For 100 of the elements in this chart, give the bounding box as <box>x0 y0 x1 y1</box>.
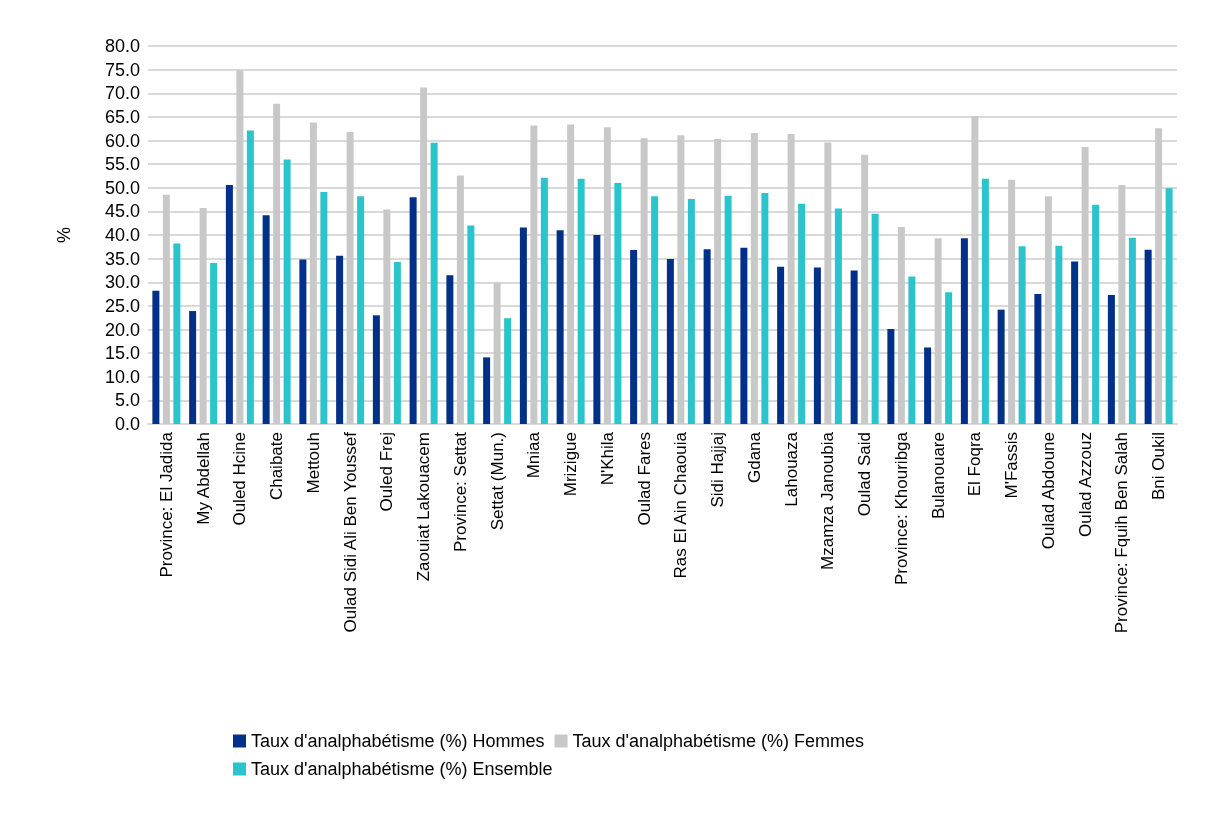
y-axis-title: % <box>54 226 74 244</box>
bar <box>283 159 291 424</box>
bar <box>273 103 281 424</box>
bar <box>640 138 648 424</box>
x-tick-label: Oulad Said <box>855 432 875 517</box>
y-tick-label: 40.0 <box>104 225 140 245</box>
bar <box>246 130 254 424</box>
bar <box>336 255 344 424</box>
bar <box>420 87 428 424</box>
bar <box>1144 249 1152 424</box>
bar <box>556 230 564 424</box>
bar <box>887 329 895 424</box>
bar <box>1071 261 1079 424</box>
bar <box>1044 196 1052 424</box>
bar <box>309 122 317 424</box>
bar <box>225 184 233 424</box>
bar <box>199 208 207 424</box>
bar <box>430 142 438 424</box>
bar <box>850 270 858 424</box>
x-tick-label: Lahouaza <box>781 431 801 507</box>
bar <box>1155 128 1163 424</box>
bar <box>409 197 417 424</box>
x-tick-label: Mzamza Janoubia <box>818 431 838 570</box>
x-tick-label: Zaouiat Lakouacem <box>414 432 434 582</box>
bar <box>320 192 328 424</box>
bar <box>383 209 391 424</box>
y-tick-label: 50.0 <box>104 177 140 198</box>
x-tick-label: Bulanouare <box>928 432 948 519</box>
y-tick-label: 75.0 <box>104 59 140 80</box>
bar <box>1008 179 1016 424</box>
x-tick-label: My Abdellah <box>193 432 213 525</box>
bar <box>897 226 905 424</box>
y-tick-label: 30.0 <box>104 272 140 293</box>
bar <box>798 203 806 424</box>
x-tick-label: Province: Khouribga <box>891 431 911 586</box>
x-tick-label: Bni Oukil <box>1149 432 1169 501</box>
bar <box>152 290 160 424</box>
x-tick-label: Mrizigue <box>561 432 581 497</box>
bar <box>189 311 197 424</box>
bar <box>997 309 1005 424</box>
bar <box>446 275 454 424</box>
x-tick-label: Province: Settat <box>450 431 470 553</box>
bar <box>483 357 491 424</box>
bar <box>1034 294 1042 424</box>
y-tick-label: 70.0 <box>104 83 140 104</box>
x-tick-label: Oulad Abdoune <box>1038 432 1058 550</box>
x-tick-label: Settat (Mun.) <box>487 432 507 531</box>
legend-label: Taux d'analphabétisme (%) Ensemble <box>251 759 553 779</box>
bar <box>210 262 218 424</box>
bar <box>162 194 170 424</box>
bar <box>971 115 979 424</box>
bar <box>372 315 380 424</box>
x-tick-label: N'Khila <box>597 431 617 486</box>
bar <box>504 318 512 424</box>
bar <box>861 154 869 424</box>
bar <box>871 213 879 424</box>
bar <box>740 247 748 424</box>
legend-label: Taux d'analphabétisme (%) Hommes <box>251 731 545 751</box>
bar <box>703 249 711 424</box>
x-tick-label: Oulad Sidi Ali Ben Youssef <box>340 431 360 633</box>
bar <box>677 135 685 424</box>
bar <box>603 127 611 424</box>
bar <box>787 133 795 424</box>
x-tick-label: Mettouh <box>303 432 323 494</box>
bar <box>540 177 548 424</box>
y-tick-label: 5.0 <box>114 390 140 411</box>
x-tick-label: Province: El Jadida <box>156 431 176 578</box>
bar <box>777 266 785 424</box>
bar <box>1018 246 1026 424</box>
bar <box>530 125 538 424</box>
bar <box>934 238 942 424</box>
bar <box>262 215 270 424</box>
y-tick-label: 20.0 <box>104 319 140 340</box>
bar <box>173 243 181 424</box>
x-tick-label: Gdana <box>744 431 764 484</box>
y-tick-label: 35.0 <box>104 248 140 269</box>
bar <box>1107 295 1115 424</box>
bar <box>834 208 842 424</box>
y-tick-label: 0.0 <box>114 414 140 434</box>
bar <box>393 261 401 424</box>
bar <box>299 259 307 424</box>
bar <box>357 196 365 424</box>
bar <box>493 282 501 424</box>
x-tick-label: M'Fassis <box>1002 432 1022 499</box>
y-tick-label: 80.0 <box>104 36 140 56</box>
y-tick-label: 10.0 <box>104 366 140 387</box>
y-tick-label: 65.0 <box>104 106 140 127</box>
y-tick-label: 15.0 <box>104 343 140 364</box>
bar <box>750 132 758 424</box>
x-tick-label: Ras El Ain Chaouia <box>671 431 691 579</box>
x-tick-label: Ouled Hcine <box>230 432 250 526</box>
bar <box>236 70 244 424</box>
bar <box>1055 245 1063 424</box>
bar <box>724 195 732 424</box>
bar <box>761 192 769 424</box>
bar <box>981 178 989 424</box>
bar <box>1118 184 1126 424</box>
bar <box>467 225 475 424</box>
bar <box>687 199 695 424</box>
bar <box>456 175 464 424</box>
